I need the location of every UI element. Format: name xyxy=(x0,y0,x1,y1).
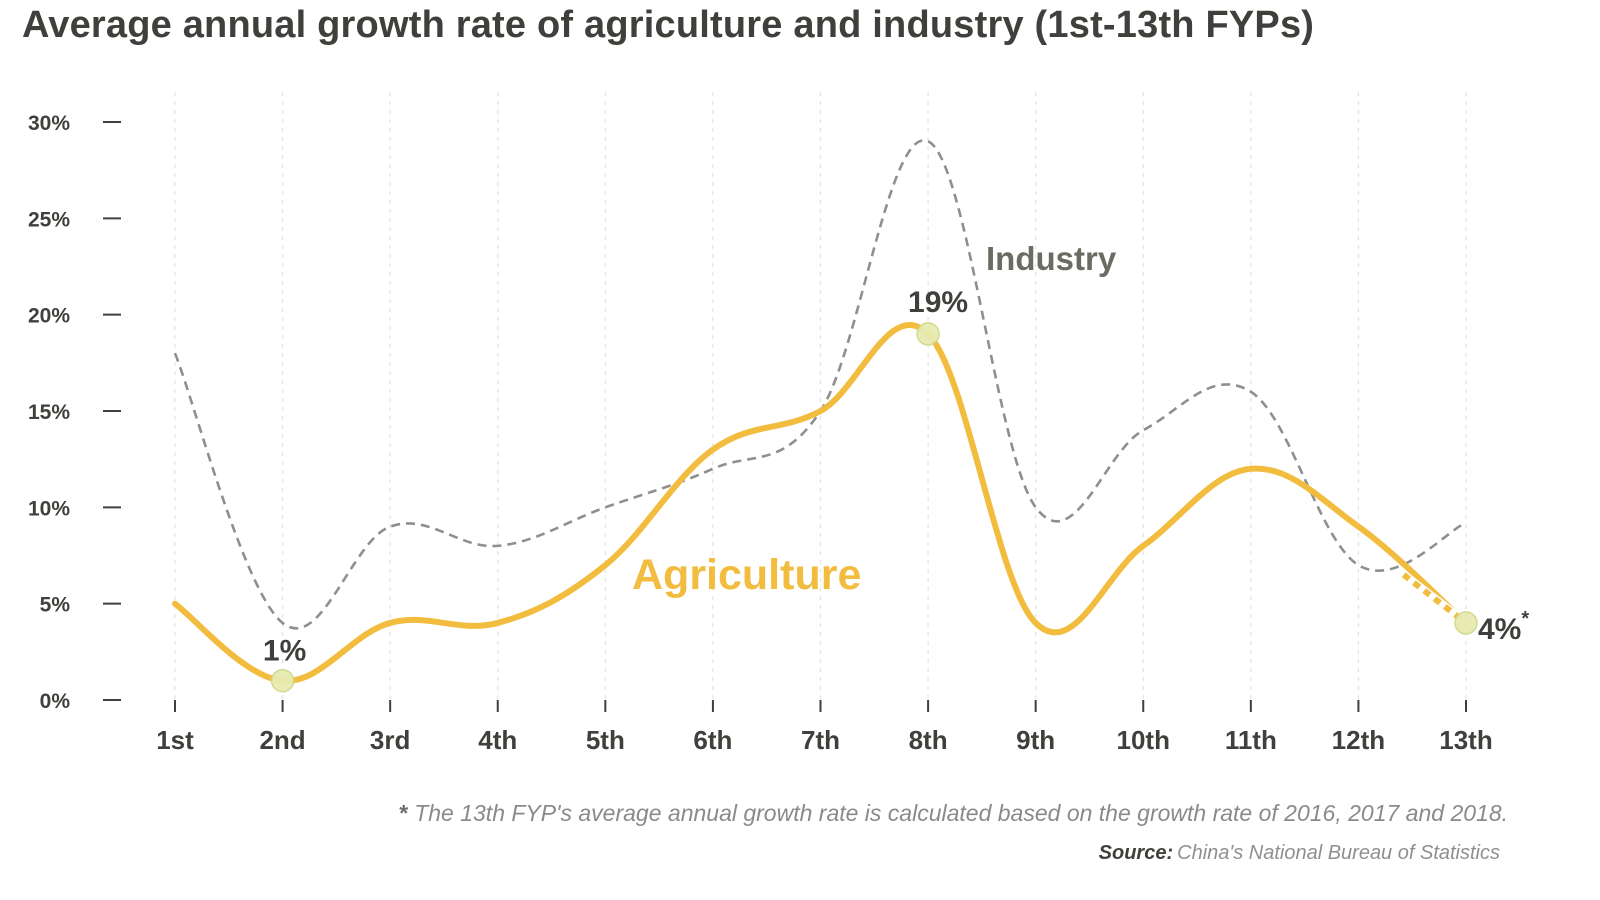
footnote-marker: * xyxy=(399,800,409,826)
x-axis: 1st 2nd 3rd 4th 5th 6th 7th 8th 9th 10th 11th 12th 1… xyxy=(156,700,1493,755)
x-tick-label: 10th xyxy=(1117,725,1170,755)
line-chart: 0% 5% 10% 15% 20% 25% 30% 1st 2nd 3rd 4th 5th 6th 7t… xyxy=(28,92,1529,755)
data-label: 4%* xyxy=(1478,608,1529,646)
y-axis: 0% 5% 10% 15% 20% 25% 30% xyxy=(28,112,121,713)
data-label: 1% xyxy=(263,635,306,668)
data-label-suffix: * xyxy=(1521,608,1529,630)
y-tick-label: 20% xyxy=(28,305,70,328)
y-tick-label: 30% xyxy=(28,112,70,135)
series-agriculture xyxy=(172,322,1469,684)
series-industry xyxy=(173,139,1467,630)
footnote: * The 13th FYP's average annual growth ra… xyxy=(399,800,1508,827)
x-tick-label: 12th xyxy=(1332,725,1385,755)
x-tick-label: 3rd xyxy=(370,725,410,755)
y-tick-label: 5% xyxy=(40,594,71,617)
y-tick-label: 10% xyxy=(28,497,70,520)
industry-line xyxy=(173,139,1467,630)
source-lead: Source: xyxy=(1098,842,1174,864)
annotations: 1% 19% 4%* xyxy=(263,286,1529,693)
series-label-agriculture: Agriculture xyxy=(632,551,861,599)
x-tick-label: 1st xyxy=(156,725,194,755)
series-labels: Industry Agriculture xyxy=(632,240,1117,599)
x-tick-label: 6th xyxy=(693,725,732,755)
series-label-industry: Industry xyxy=(986,240,1117,277)
agriculture-dotted-tail xyxy=(1401,572,1468,626)
vertical-grid xyxy=(174,92,1467,700)
x-tick-label: 9th xyxy=(1016,725,1055,755)
x-tick-label: 7th xyxy=(801,725,840,755)
y-tick-label: 0% xyxy=(40,690,71,713)
chart-title: Average annual growth rate of agricultur… xyxy=(22,4,1315,46)
y-tick-label: 15% xyxy=(28,401,70,424)
x-tick-label: 4th xyxy=(478,725,517,755)
x-tick-label: 8th xyxy=(909,725,948,755)
source-note: Source: China's National Bureau of Statis… xyxy=(1099,842,1500,865)
x-tick-label: 2nd xyxy=(259,725,305,755)
y-tick-label: 25% xyxy=(28,208,70,231)
highlight-point xyxy=(916,322,940,346)
x-tick-label: 5th xyxy=(586,725,625,755)
agriculture-line xyxy=(172,322,1469,684)
x-tick-label: 11th xyxy=(1225,725,1277,755)
footnote-text: The 13th FYP's average annual growth rat… xyxy=(414,800,1508,826)
highlight-point xyxy=(270,668,295,693)
highlight-point xyxy=(1454,611,1478,635)
source-text: China's National Bureau of Statistics xyxy=(1177,842,1500,864)
data-label: 19% xyxy=(908,286,968,319)
x-tick-label: 13th xyxy=(1439,725,1492,755)
